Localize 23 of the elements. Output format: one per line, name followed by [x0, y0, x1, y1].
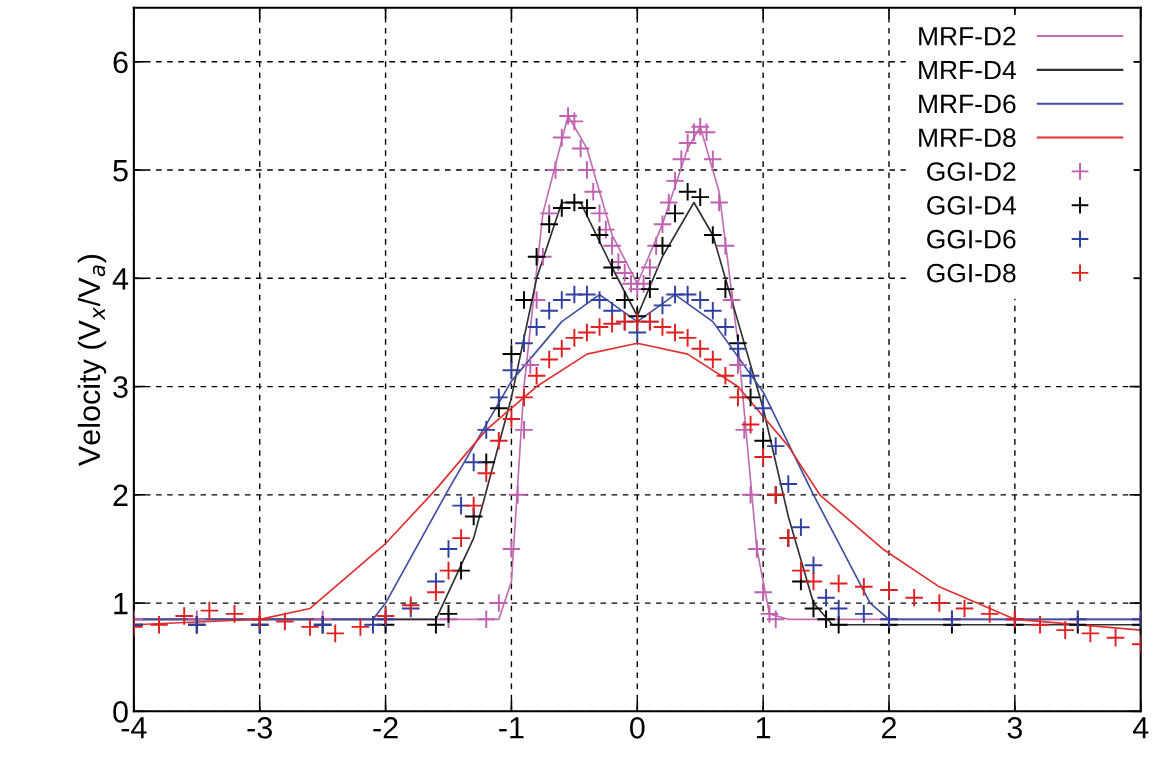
legend-label: MRF-D8	[919, 128, 1016, 148]
x-tick-label: -2	[373, 716, 398, 739]
y-tick-label: 2	[113, 484, 128, 506]
legend-label: GGI-D2	[927, 162, 1016, 181]
y-tick-label: 1	[114, 593, 128, 615]
legend-label: MRF-D4	[919, 60, 1016, 80]
y-tick-label: 4	[112, 268, 129, 290]
legend-label: GGI-D6	[927, 229, 1016, 249]
legend-label: GGI-D8	[927, 263, 1016, 283]
y-tick-label: 3	[113, 376, 128, 398]
x-tick-label: 2	[882, 716, 896, 739]
legend-label: GGI-D4	[927, 196, 1016, 215]
x-tick-label: -3	[247, 716, 272, 739]
y-tick-label: 5	[113, 160, 128, 182]
x-tick-label: 0	[629, 716, 645, 739]
legend-label: MRF-D2	[919, 26, 1016, 46]
x-tick-label: 4	[1132, 717, 1149, 739]
x-tick-label: -1	[499, 717, 524, 739]
y-tick-label: 6	[113, 51, 128, 74]
y-axis-title: Velocity (V$_{x}$/V$_{a}$)	[77, 254, 107, 467]
x-tick-label: 1	[756, 717, 771, 739]
x-tick-label: 3	[1007, 716, 1023, 739]
legend-label: MRF-D6	[919, 94, 1016, 114]
